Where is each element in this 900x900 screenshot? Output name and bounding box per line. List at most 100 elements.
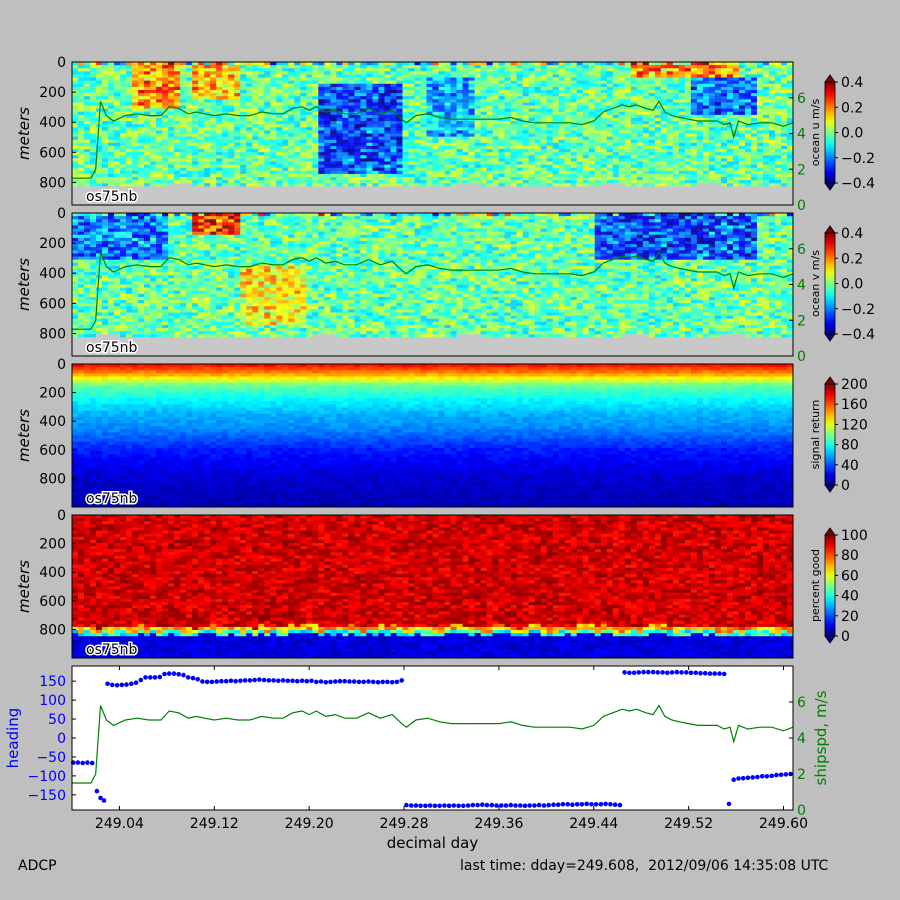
heatmap-cell <box>396 71 403 75</box>
heatmap-cell <box>696 198 704 203</box>
heatmap-cell <box>414 145 421 150</box>
heatmap-cell <box>132 127 139 131</box>
heatmap-cell <box>696 93 704 97</box>
heatmap-cell <box>114 127 121 131</box>
heatmap-cell <box>594 189 602 193</box>
heatmap-cell <box>648 74 656 78</box>
heatmap-cell <box>294 93 301 97</box>
heatmap-cell <box>390 198 397 203</box>
heatmap-cell <box>222 124 229 128</box>
heatmap-cell <box>324 105 331 110</box>
heatmap-cell <box>192 108 199 113</box>
heatmap-cell <box>642 192 650 197</box>
heatmap-cell <box>456 105 463 110</box>
heatmap-cell <box>588 189 596 193</box>
heatmap-cell <box>516 130 524 134</box>
heatmap-cell <box>696 195 704 200</box>
heatmap-cell <box>402 62 409 66</box>
heatmap-cell <box>216 145 223 150</box>
heatmap-cell <box>468 173 475 178</box>
heatmap-cell <box>582 89 590 94</box>
heatmap-cell <box>408 177 415 181</box>
heatmap-cell <box>366 96 373 100</box>
heatmap-cell <box>522 89 530 94</box>
heatmap-cell <box>150 65 157 69</box>
heatmap-cell <box>696 139 704 144</box>
heatmap-cell <box>510 96 518 100</box>
heatmap-cell <box>102 180 109 184</box>
heatmap-cell <box>408 77 415 82</box>
heatmap-cell <box>456 173 463 178</box>
heatmap-cell <box>522 201 530 206</box>
heatmap-cell <box>420 170 427 175</box>
heatmap-cell <box>72 158 79 162</box>
heatmap-cell <box>450 152 457 156</box>
heatmap-cell <box>96 99 103 103</box>
heatmap-cell <box>354 99 361 103</box>
heatmap-cell <box>690 142 698 147</box>
heatmap-cell <box>630 105 638 110</box>
heatmap-cell <box>498 127 505 131</box>
heatmap-cell <box>228 186 235 190</box>
heatmap-cell <box>360 121 367 125</box>
heatmap-cell <box>672 142 680 147</box>
heatmap-cell <box>534 89 542 94</box>
heatmap-cell <box>510 186 518 190</box>
heatmap-cell <box>498 99 505 103</box>
heatmap-cell <box>162 145 169 150</box>
heatmap-cell <box>264 68 271 72</box>
heatmap-cell <box>396 117 403 122</box>
heatmap-cell <box>510 145 518 150</box>
heatmap-cell <box>258 177 265 181</box>
heatmap-cell <box>318 189 325 193</box>
heatmap-cell <box>168 133 175 138</box>
heatmap-cell <box>402 114 409 119</box>
heatmap-cell <box>534 189 542 193</box>
heatmap-cell <box>648 99 656 103</box>
heatmap-cell <box>522 164 530 169</box>
heatmap-cell <box>702 86 710 91</box>
heatmap-cell <box>630 142 638 147</box>
heatmap-cell <box>714 186 722 190</box>
heatmap-cell <box>648 114 656 119</box>
heatmap-cell <box>672 170 680 175</box>
heatmap-cell <box>432 195 439 200</box>
heatmap-cell <box>240 74 247 78</box>
heatmap-cell <box>318 173 325 178</box>
heatmap-cell <box>288 77 295 82</box>
heatmap-cell <box>348 68 355 72</box>
heatmap-cell <box>522 86 530 91</box>
heatmap-cell <box>210 77 217 82</box>
heatmap-cell <box>432 62 439 66</box>
heatmap-cell <box>432 186 439 190</box>
heatmap-cell <box>546 133 554 138</box>
heatmap-cell <box>174 177 181 181</box>
heatmap-cell <box>396 86 403 91</box>
heatmap-cell <box>522 149 530 153</box>
heatmap-cell <box>714 83 722 88</box>
heatmap-cell <box>120 68 127 72</box>
heatmap-cell <box>582 114 590 119</box>
heatmap-cell <box>438 127 445 131</box>
heatmap-cell <box>312 201 319 206</box>
heatmap-cell <box>654 161 662 165</box>
heatmap-cell <box>210 121 217 125</box>
heatmap-cell <box>300 158 307 162</box>
heatmap-cell <box>546 83 554 88</box>
heatmap-cell <box>528 139 536 144</box>
heatmap-cell <box>648 152 656 156</box>
heatmap-cell <box>624 164 632 169</box>
heatmap-cell <box>366 83 373 88</box>
heatmap-cell <box>72 189 79 193</box>
heatmap-cell <box>618 71 626 75</box>
heatmap-cell <box>480 83 487 88</box>
heatmap-cell <box>636 77 644 82</box>
heatmap-cell <box>252 127 259 131</box>
heatmap-cell <box>468 121 475 125</box>
heatmap-cell <box>666 145 674 150</box>
heatmap-cell <box>216 142 223 147</box>
heatmap-cell <box>282 105 289 110</box>
heatmap-cell <box>348 158 355 162</box>
heatmap-cell <box>300 180 307 184</box>
heatmap-cell <box>168 77 175 82</box>
